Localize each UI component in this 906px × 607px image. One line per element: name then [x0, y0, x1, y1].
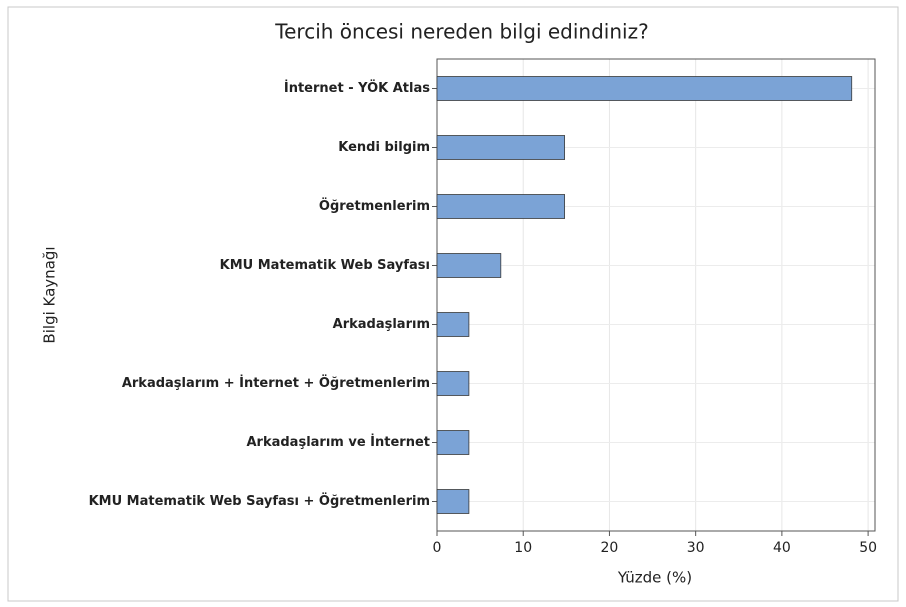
bar [436, 371, 470, 396]
bar [436, 76, 853, 101]
y-tick-label: KMU Matematik Web Sayfası + Öğretmenleri… [89, 493, 430, 509]
x-tick-label: 30 [687, 540, 705, 556]
bar [436, 194, 566, 219]
y-tick-label: Arkadaşlarım + İnternet + Öğretmenlerim [122, 375, 430, 391]
plot-border [436, 58, 876, 532]
x-tick-label: 0 [433, 540, 442, 556]
bar [436, 135, 566, 160]
y-tick-label: Kendi bilgim [338, 140, 430, 155]
y-tick-label: KMU Matematik Web Sayfası [220, 258, 430, 273]
bar [436, 253, 502, 278]
y-tick-label: İnternet - YÖK Atlas [284, 80, 430, 96]
y-tick-label: Arkadaşlarım ve İnternet [246, 434, 430, 450]
x-tick-label: 40 [773, 540, 791, 556]
y-axis-label: Bilgi Kaynağı [41, 246, 59, 343]
chart-title: Tercih öncesi nereden bilgi edindiniz? [274, 20, 648, 44]
x-tick-label: 10 [514, 540, 532, 556]
bar [436, 312, 470, 337]
y-tick-label: Arkadaşlarım [333, 317, 430, 332]
bar [436, 430, 470, 455]
bar [436, 489, 470, 514]
x-tick-label: 50 [859, 540, 877, 556]
x-axis-label: Yüzde (%) [617, 569, 692, 587]
y-tick-label: Öğretmenlerim [319, 198, 430, 214]
x-tick-label: 20 [601, 540, 619, 556]
